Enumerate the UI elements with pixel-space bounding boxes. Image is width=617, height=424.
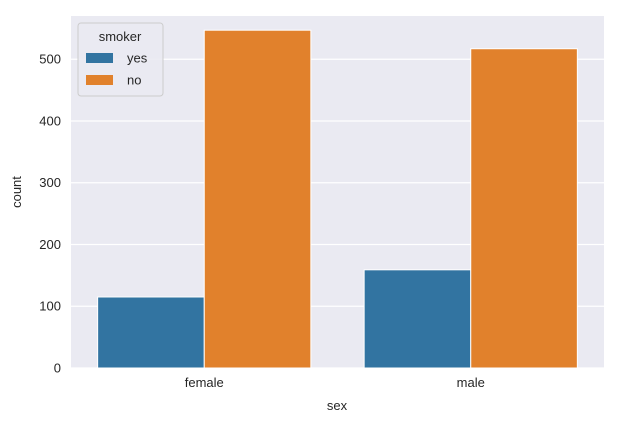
y-tick-label: 400 — [39, 113, 61, 128]
legend-label-no: no — [127, 73, 141, 88]
legend-swatch-yes — [86, 53, 113, 63]
y-tick-label: 300 — [39, 175, 61, 190]
bar-male-yes — [363, 269, 472, 369]
bars — [97, 29, 578, 369]
legend-title: smoker — [99, 29, 142, 44]
legend: smoker yes no — [77, 22, 164, 97]
y-tick-labels: 0 100 200 300 400 500 — [39, 52, 61, 376]
bar-male-no — [470, 48, 578, 369]
legend-label-yes: yes — [127, 51, 148, 66]
x-axis-label: sex — [327, 398, 348, 413]
y-axis-label: count — [9, 176, 24, 208]
y-tick-label: 100 — [39, 299, 61, 314]
y-tick-label: 500 — [39, 52, 61, 67]
x-tick-labels: female male — [185, 375, 485, 390]
y-tick-label: 0 — [54, 361, 61, 376]
legend-swatch-no — [86, 75, 113, 85]
x-tick-label-male: male — [457, 375, 485, 390]
legend-entries: yes no — [86, 51, 148, 88]
y-tick-label: 200 — [39, 237, 61, 252]
bar-female-no — [203, 29, 312, 369]
x-tick-label-female: female — [185, 375, 224, 390]
bar-female-yes — [97, 296, 205, 369]
